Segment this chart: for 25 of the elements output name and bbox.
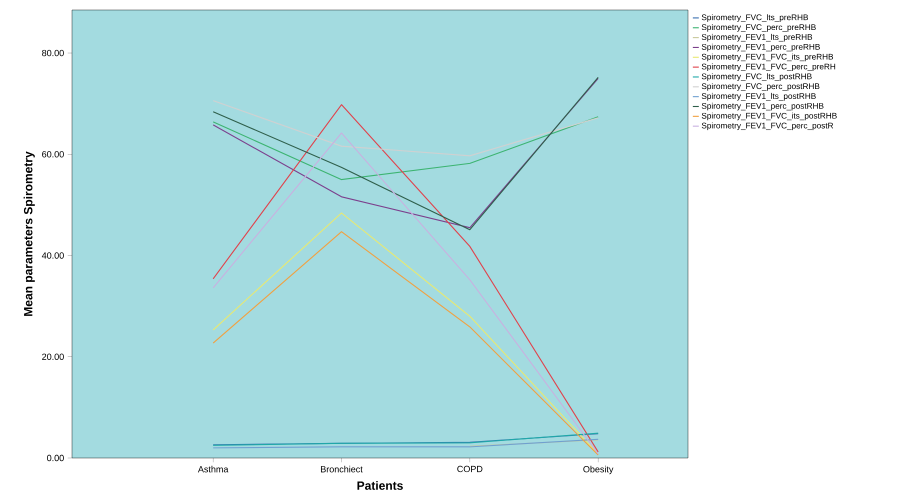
legend-label: Spirometry_FEV1_FVC_its_preRHB (702, 54, 834, 62)
legend-label: Spirometry_FVC_perc_postRHB (702, 83, 820, 91)
y-tick-label: 40.00 (42, 252, 64, 259)
x-tick-label: COPD (457, 466, 482, 472)
legend-label: Spirometry_FEV1_perc_preRHB (702, 44, 820, 52)
legend-label: Spirometry_FEV1_perc_postRHB (702, 102, 824, 110)
legend-label: Spirometry_FEV1_FVC_perc_postR (702, 122, 834, 130)
y-axis-title: Mean parameters Spirometry (24, 151, 35, 316)
legend-label: Spirometry_FVC_perc_preRHB (702, 24, 816, 32)
x-tick-label: Bronchiect (320, 466, 363, 472)
y-tick-label: 60.00 (42, 151, 64, 158)
line-series (212, 100, 599, 156)
legend-label: Spirometry_FEV1_lts_preRHB (702, 34, 812, 42)
line-series (212, 116, 599, 180)
legend-label: Spirometry_FEV1_FVC_its_postRHB (702, 112, 837, 120)
y-tick-label: 20.00 (42, 354, 64, 360)
legend-label: Spirometry_FEV1_lts_postRHB (702, 92, 816, 101)
y-tick-label: 80.00 (42, 50, 64, 56)
legend-label: Spirometry_FVC_lts_preRHB (702, 14, 808, 22)
legend-label: Spirometry_FEV1_FVC_perc_preRH (702, 63, 836, 72)
y-tick-label: 0.00 (47, 454, 64, 462)
x-axis-title: Patients (357, 481, 403, 490)
legend-label: Spirometry_FVC_lts_postRHB (702, 73, 812, 81)
x-tick-label: Asthma (198, 466, 228, 472)
x-tick-label: Obesity (583, 466, 614, 474)
